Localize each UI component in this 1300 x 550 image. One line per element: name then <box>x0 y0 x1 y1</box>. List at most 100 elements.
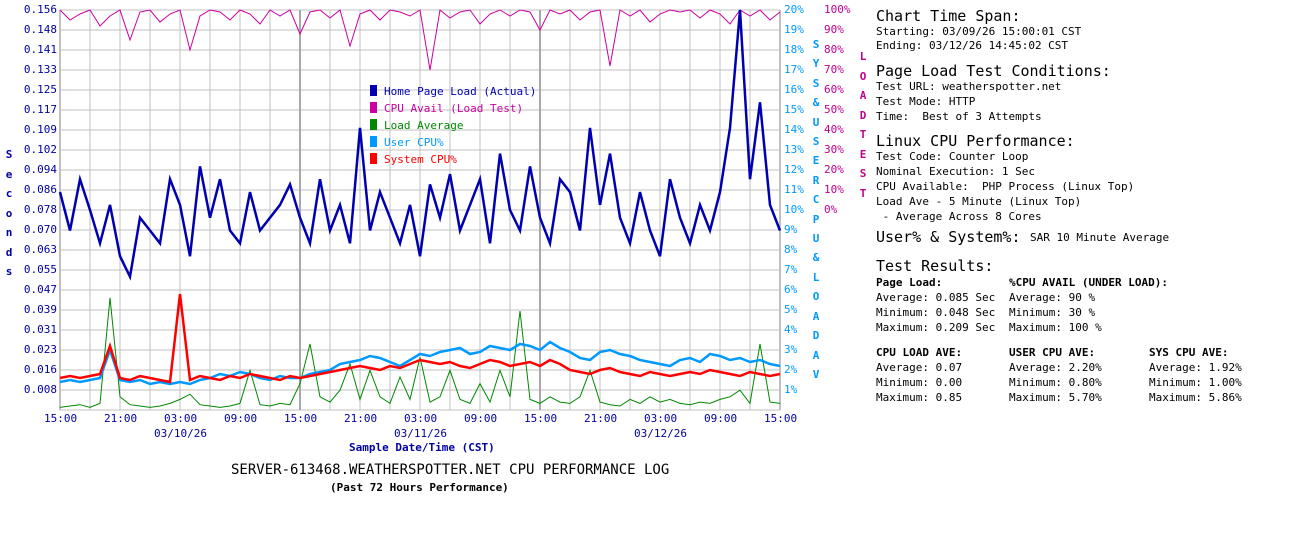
performance-chart: Home Page Load (Actual) CPU Avail (Load T… <box>58 9 782 411</box>
y-tick-label: 0.094 <box>23 163 57 176</box>
grid <box>59 9 781 411</box>
x-date-label: 03/10/26 <box>154 427 207 440</box>
y3-tick-label: 70% <box>824 63 844 76</box>
series-line-3 <box>59 340 781 386</box>
x-tick-label: 15:00 <box>524 412 558 425</box>
x-tick-label: 09:00 <box>224 412 258 425</box>
y2-tick-label: 11% <box>784 183 804 196</box>
y2-tick-label: 20% <box>784 3 804 16</box>
x-tick-label: 03:00 <box>164 412 198 425</box>
y2-tick-label: 9% <box>784 223 798 236</box>
y2-tick-label: 3% <box>784 343 798 356</box>
cpuavail-min: Minimum: 30 % <box>1009 306 1096 319</box>
legend-swatch <box>370 119 377 130</box>
y-tick-label: 0.078 <box>23 203 57 216</box>
series-line-4 <box>59 293 781 384</box>
y2-tick-label: 18% <box>784 43 804 56</box>
y-tick-label: 0.133 <box>23 63 57 76</box>
syscpu-min: Minimum: 1.00% <box>1149 376 1242 389</box>
y3-tick-label: 80% <box>824 43 844 56</box>
y3-tick-label: 100% <box>824 3 851 16</box>
series-lines <box>58 9 782 408</box>
loadave-min: Minimum: 0.00 <box>876 376 963 389</box>
y2-tick-label: 1% <box>784 383 798 396</box>
x-tick-label: 15:00 <box>284 412 318 425</box>
y3-tick-label: 30% <box>824 143 844 156</box>
y2-tick-label: 4% <box>784 323 798 336</box>
results-title: Test Results: <box>876 257 994 275</box>
usercpu-head: USER CPU AVE: <box>1009 346 1096 359</box>
y2-tick-label: 14% <box>784 123 804 136</box>
y2-tick-label: 19% <box>784 23 804 36</box>
pageload-max: Maximum: 0.209 Sec <box>876 321 996 334</box>
loadave-max: Maximum: 0.85 <box>876 391 963 404</box>
y-tick-label: 0.156 <box>23 3 57 16</box>
y-tick-label: 0.039 <box>23 303 57 316</box>
legend-swatch <box>370 102 377 113</box>
y-tick-label: 0.086 <box>23 183 57 196</box>
usersys-title: User% & System%: <box>876 228 1021 246</box>
y-tick-label: 0.008 <box>23 383 57 396</box>
usercpu-min: Minimum: 0.80% <box>1009 376 1102 389</box>
series-line-0 <box>58 9 782 281</box>
y-tick-label: 0.063 <box>23 243 57 256</box>
legend-swatch <box>370 85 377 96</box>
span-start: Starting: 03/09/26 15:00:01 CST <box>876 25 1082 38</box>
legend: Home Page Load (Actual) CPU Avail (Load T… <box>370 85 536 166</box>
legend-label: User CPU% <box>384 136 444 149</box>
test-url: Test URL: weatherspotter.net <box>876 80 1062 93</box>
y3-tick-label: 20% <box>824 163 844 176</box>
y-tick-label: 0.070 <box>23 223 57 236</box>
conditions-title: Page Load Test Conditions: <box>876 62 1111 80</box>
span-end: Ending: 03/12/26 14:45:02 CST <box>876 39 1069 52</box>
y3-tick-label: 0% <box>824 203 838 216</box>
legend-label: Load Average <box>384 119 463 132</box>
x-tick-label: 15:00 <box>44 412 78 425</box>
y2-tick-label: 17% <box>784 63 804 76</box>
usercpu-max: Maximum: 5.70% <box>1009 391 1102 404</box>
legend-swatch <box>370 136 377 147</box>
y-tick-label: 0.148 <box>23 23 57 36</box>
x-tick-label: 21:00 <box>584 412 618 425</box>
x-tick-label: 21:00 <box>104 412 138 425</box>
x-tick-label: 21:00 <box>344 412 378 425</box>
y3-tick-label: 60% <box>824 83 844 96</box>
cpuavail-avg: Average: 90 % <box>1009 291 1096 304</box>
y2-tick-label: 10% <box>784 203 804 216</box>
legend-label: Home Page Load (Actual) <box>384 85 536 98</box>
y2-tick-label: 5% <box>784 303 798 316</box>
linux-code: Test Code: Counter Loop <box>876 150 1029 163</box>
pageload-avg: Average: 0.085 Sec <box>876 291 996 304</box>
y-tick-label: 0.016 <box>23 363 57 376</box>
x-date-label: 03/11/26 <box>394 427 447 440</box>
legend-label: System CPU% <box>384 153 457 166</box>
pageload-head: Page Load: <box>876 276 943 289</box>
usercpu-avg: Average: 2.20% <box>1009 361 1102 374</box>
test-mode: Test Mode: HTTP <box>876 95 976 108</box>
x-tick-label: 09:00 <box>464 412 498 425</box>
usersys-value: SAR 10 Minute Average <box>1030 231 1170 244</box>
y3-tick-label: 50% <box>824 103 844 116</box>
linux-load: Load Ave - 5 Minute (Linux Top) <box>876 195 1082 208</box>
syscpu-avg: Average: 1.92% <box>1149 361 1242 374</box>
y-tick-label: 0.117 <box>23 103 57 116</box>
y-tick-label: 0.055 <box>23 263 57 276</box>
y2-axis-title: SYS & USER CPU & LOAD AV <box>812 38 820 381</box>
y-tick-label: 0.125 <box>23 83 57 96</box>
x-axis-title: Sample Date/Time (CST) <box>349 441 495 454</box>
y2-tick-label: 12% <box>784 163 804 176</box>
pageload-min: Minimum: 0.048 Sec <box>876 306 996 319</box>
x-tick-label: 09:00 <box>704 412 738 425</box>
linux-title: Linux CPU Performance: <box>876 132 1075 150</box>
y2-tick-label: 7% <box>784 263 798 276</box>
x-tick-label: 03:00 <box>404 412 438 425</box>
y3-tick-label: 40% <box>824 123 844 136</box>
loadave-avg: Average: 0.07 <box>876 361 963 374</box>
x-date-label: 03/12/26 <box>634 427 687 440</box>
y3-tick-label: 10% <box>824 183 844 196</box>
legend-swatch <box>370 153 377 164</box>
syscpu-max: Maximum: 5.86% <box>1149 391 1242 404</box>
y2-tick-label: 8% <box>784 243 798 256</box>
y-tick-label: 0.047 <box>23 283 57 296</box>
y-tick-label: 0.031 <box>23 323 57 336</box>
